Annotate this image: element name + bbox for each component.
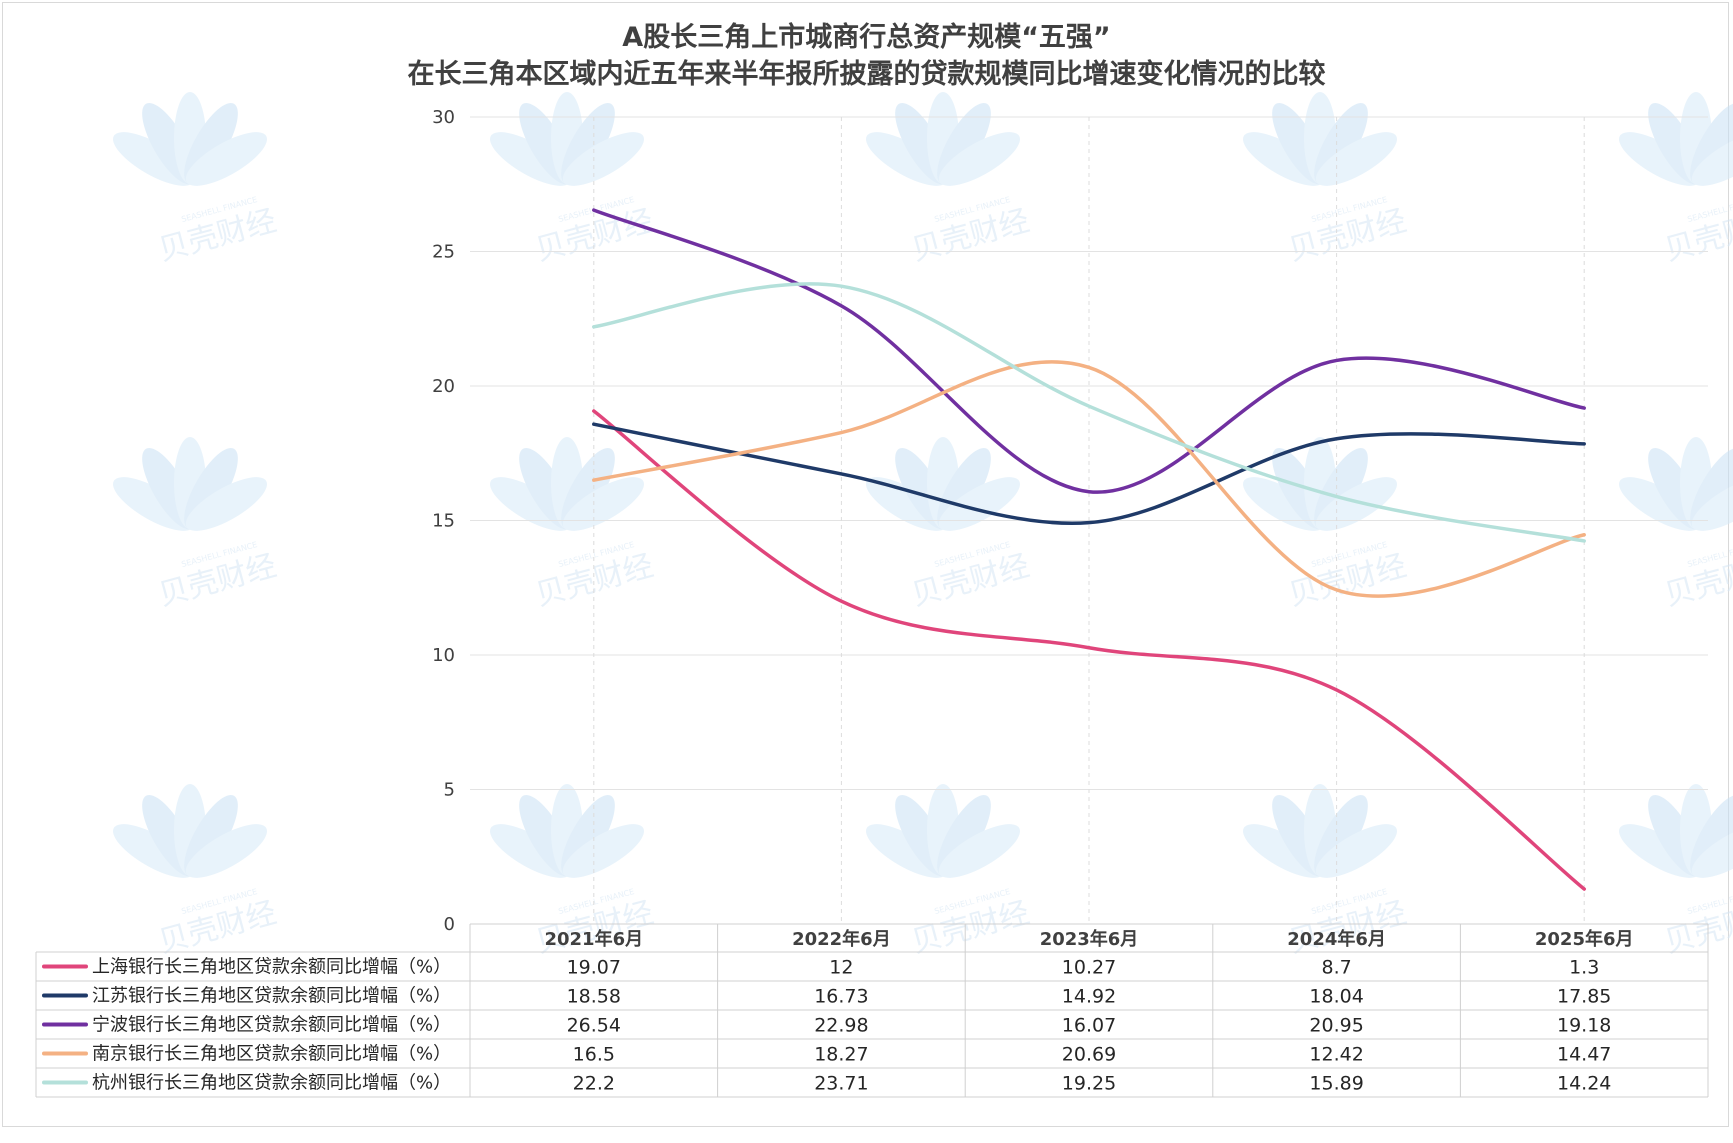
x-tick-label: 2025年6月 xyxy=(1535,928,1634,950)
table-cell: 15.89 xyxy=(1309,1073,1363,1095)
table-cell: 22.2 xyxy=(573,1073,615,1095)
legend-label-0: 上海银行长三角地区贷款余额同比增幅（%） xyxy=(92,957,451,978)
table-cell: 18.04 xyxy=(1309,986,1363,1008)
y-tick-label: 25 xyxy=(432,242,455,263)
table-cell: 20.69 xyxy=(1062,1044,1116,1066)
x-tick-label: 2023年6月 xyxy=(1040,928,1139,950)
table-cell: 16.73 xyxy=(814,986,868,1008)
x-tick-label: 2024年6月 xyxy=(1287,928,1386,950)
table-cell: 10.27 xyxy=(1062,957,1116,979)
table-cell: 8.7 xyxy=(1321,957,1351,979)
table-cell: 19.18 xyxy=(1557,1015,1611,1037)
table-cell: 18.58 xyxy=(567,986,621,1008)
chart-title-line2: 在长三角本区域内近五年来半年报所披露的贷款规模同比增速变化情况的比较 xyxy=(407,59,1326,90)
table-cell: 14.24 xyxy=(1557,1073,1611,1095)
table-cell: 1.3 xyxy=(1569,957,1599,979)
series-line-3 xyxy=(592,360,1586,598)
table-cell: 16.07 xyxy=(1062,1015,1116,1037)
table-cell: 17.85 xyxy=(1557,986,1611,1008)
legend-label-4: 杭州银行长三角地区贷款余额同比增幅（%） xyxy=(92,1073,451,1094)
legend-label-1: 江苏银行长三角地区贷款余额同比增幅（%） xyxy=(92,986,451,1007)
series-lines xyxy=(592,208,1586,891)
y-tick-label: 20 xyxy=(432,376,455,397)
table-cell: 18.27 xyxy=(814,1044,868,1066)
series-line-4 xyxy=(592,282,1586,543)
y-tick-label: 10 xyxy=(432,645,455,666)
y-tick-label: 30 xyxy=(432,107,455,128)
chart-title-line1: A股长三角上市城商行总资产规模“五强” xyxy=(622,22,1111,53)
series-line-2 xyxy=(592,208,1586,494)
table-cell: 12 xyxy=(829,957,853,979)
legend-label-3: 南京银行长三角地区贷款余额同比增幅（%） xyxy=(92,1044,451,1065)
table-cell: 20.95 xyxy=(1309,1015,1363,1037)
table-cell: 19.25 xyxy=(1062,1073,1116,1095)
x-tick-label: 2022年6月 xyxy=(792,928,891,950)
table-cell: 23.71 xyxy=(814,1073,868,1095)
table-cell: 22.98 xyxy=(814,1015,868,1037)
table-cell: 14.92 xyxy=(1062,986,1116,1008)
y-tick-label: 5 xyxy=(444,780,455,801)
table-cell: 12.42 xyxy=(1309,1044,1363,1066)
table-cell: 19.07 xyxy=(567,957,621,979)
x-tick-label: 2021年6月 xyxy=(544,928,643,950)
table-cell: 14.47 xyxy=(1557,1044,1611,1066)
y-tick-label: 0 xyxy=(444,914,455,935)
data-table: 2021年6月 2022年6月 2023年6月 2024年6月 2025年6月上海银行长… xyxy=(35,923,1709,1098)
series-line-0 xyxy=(592,409,1586,891)
table-cell: 26.54 xyxy=(567,1015,621,1037)
y-tick-label: 15 xyxy=(432,511,455,532)
table-cell: 16.5 xyxy=(573,1044,615,1066)
legend-label-2: 宁波银行长三角地区贷款余额同比增幅（%） xyxy=(92,1015,451,1036)
